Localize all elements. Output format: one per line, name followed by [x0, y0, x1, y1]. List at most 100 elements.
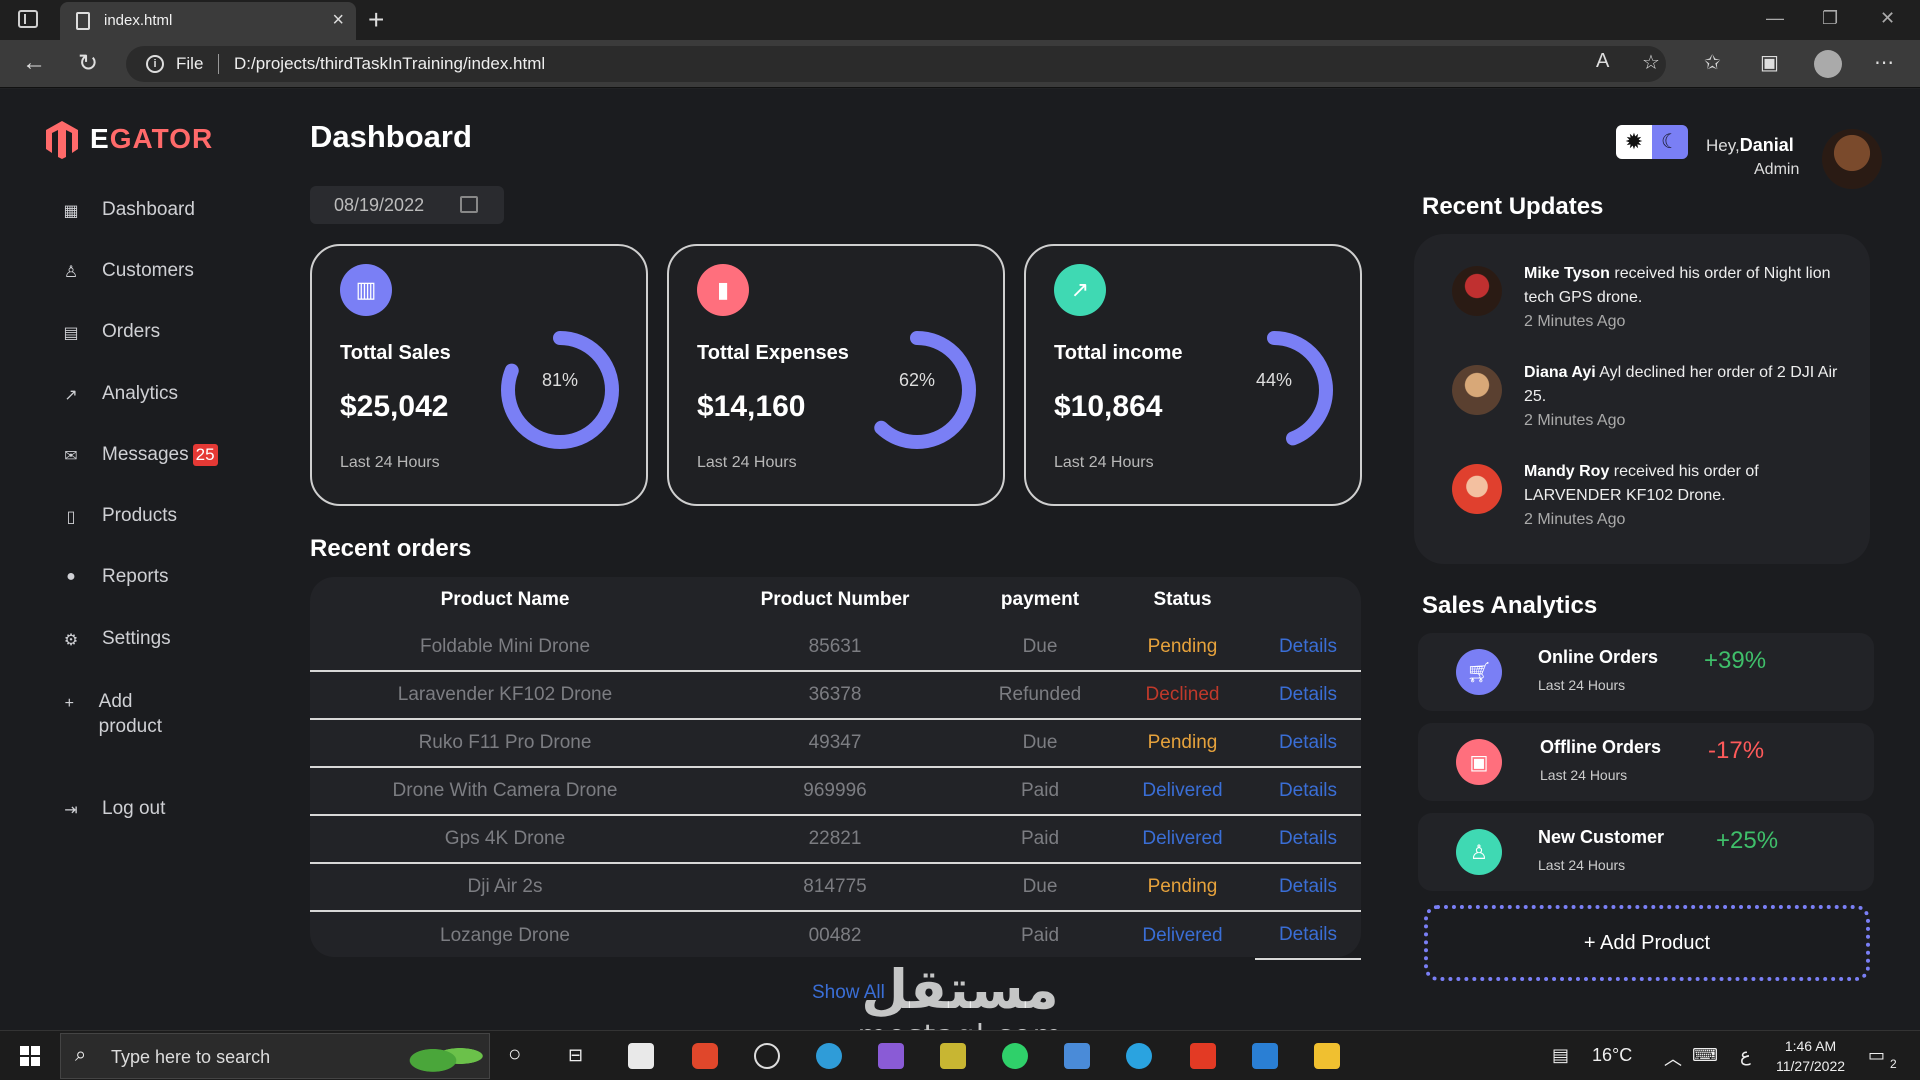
sidebar-item-add-product[interactable]: + Add product — [62, 689, 182, 739]
progress-ring — [1215, 331, 1333, 449]
sa-percent: +25% — [1716, 827, 1779, 854]
weather-temp[interactable]: 16°C — [1592, 1045, 1633, 1065]
card-title: Tottal Expenses — [697, 342, 849, 364]
sidebar-item-logout[interactable]: ⇥ Log out — [62, 798, 262, 820]
refresh-icon[interactable]: ↻ — [78, 50, 99, 77]
dell-icon[interactable] — [754, 1043, 780, 1069]
chevron-up-icon[interactable]: ︿ — [1664, 1049, 1682, 1069]
add-product-button[interactable]: + Add Product — [1424, 905, 1870, 981]
keyboard-icon[interactable]: ⌨ — [1692, 1045, 1718, 1065]
column-header: Product Name — [440, 589, 570, 610]
details-link[interactable]: Details — [1255, 911, 1361, 960]
card-value: $14,160 — [697, 390, 806, 423]
restore-icon[interactable]: ❐ — [1822, 8, 1839, 28]
weather-icon[interactable]: ▤ — [1552, 1045, 1570, 1065]
tab-close-icon[interactable]: × — [332, 9, 344, 31]
update-text: Mike Tyson received his order of Night l… — [1524, 262, 1844, 334]
gear-icon: ⚙ — [63, 632, 79, 649]
logo[interactable]: EGATOR — [44, 119, 213, 159]
brave-icon[interactable] — [692, 1043, 718, 1069]
offline-orders-card: ▣ Offline Orders Last 24 Hours -17% — [1418, 723, 1874, 801]
details-link[interactable]: Details — [1255, 623, 1361, 672]
theme-toggle[interactable]: ✹ ☾ — [1616, 125, 1688, 159]
taskbar-search-input[interactable]: ⌕ Type here to search — [60, 1033, 490, 1079]
sidebar-item-customers[interactable]: ♙ Customers — [62, 260, 262, 282]
product-name: Gps 4K Drone — [310, 815, 700, 864]
new-tab-button[interactable]: + — [368, 4, 385, 35]
favorites-list-icon[interactable]: ✩ — [1704, 52, 1721, 74]
more-icon[interactable]: ⋯ — [1874, 52, 1894, 74]
edge-icon[interactable] — [816, 1043, 842, 1069]
details-link[interactable]: Details — [1255, 767, 1361, 816]
sidebar-item-label: Messages 25 — [102, 444, 218, 466]
info-icon[interactable]: i — [146, 55, 164, 73]
user-name: Danial — [1739, 135, 1794, 155]
avatar[interactable] — [1822, 129, 1882, 189]
moon-icon[interactable]: ☾ — [1652, 125, 1688, 159]
browser-tab[interactable]: index.html × — [60, 2, 356, 40]
product-name: Drone With Camera Drone — [310, 767, 700, 816]
sidebar-item-label: Settings — [102, 628, 171, 649]
update-name: Diana Ayi — [1524, 364, 1596, 381]
clock-date: 11/27/2022 — [1776, 1058, 1846, 1074]
tab-actions-icon[interactable] — [18, 10, 38, 28]
visual-studio-icon[interactable] — [878, 1043, 904, 1069]
show-all-link[interactable]: Show All — [812, 982, 885, 1003]
whatsapp-icon[interactable] — [1002, 1043, 1028, 1069]
card-value: $25,042 — [340, 390, 449, 423]
cortana-icon[interactable]: ○ — [508, 1041, 522, 1066]
telegram-icon[interactable] — [1126, 1043, 1152, 1069]
payment-value: Due — [970, 719, 1110, 768]
card-percent: 81% — [541, 370, 579, 390]
file-explorer-icon[interactable] — [1314, 1043, 1340, 1069]
taskbar-clock[interactable]: 1:46 AM 11/27/2022 — [1776, 1036, 1845, 1076]
table-row: Foldable Mini Drone 85631 Due Pending De… — [310, 623, 1361, 672]
sidebar-item-messages[interactable]: ✉ Messages 25 — [62, 444, 262, 466]
sidebar-item-label: Dashboard — [102, 199, 195, 220]
sidebar-item-settings[interactable]: ⚙ Settings — [62, 628, 262, 650]
close-window-icon[interactable]: ✕ — [1880, 8, 1896, 28]
task-view-icon[interactable]: ⊟ — [568, 1045, 584, 1065]
table-row: Drone With Camera Drone 969996 Paid Deli… — [310, 767, 1361, 816]
windows-start-icon[interactable] — [20, 1046, 40, 1066]
notifications-count: 2 — [1890, 1057, 1897, 1071]
card-total-expenses: ▮ Tottal Expenses $14,160 Last 24 Hours … — [667, 244, 1005, 506]
app-icon[interactable] — [940, 1043, 966, 1069]
read-aloud-icon[interactable]: A — [1596, 50, 1610, 72]
details-link[interactable]: Details — [1255, 863, 1361, 912]
calendar-icon[interactable] — [460, 196, 478, 213]
sidebar-item-orders[interactable]: ▤ Orders — [62, 321, 262, 343]
details-link[interactable]: Details — [1255, 719, 1361, 768]
sa-period: Last 24 Hours — [1538, 857, 1626, 873]
payment-value: Refunded — [970, 671, 1110, 720]
back-icon[interactable]: ← — [22, 49, 46, 76]
product-name: Dji Air 2s — [310, 863, 700, 912]
language-icon[interactable]: ع — [1740, 1045, 1751, 1065]
app-icon[interactable] — [1064, 1043, 1090, 1069]
progress-ring — [858, 331, 976, 449]
details-link[interactable]: Details — [1255, 815, 1361, 864]
vscode-icon[interactable] — [1252, 1043, 1278, 1069]
address-input[interactable]: i File D:/projects/thirdTaskInTraining/i… — [126, 46, 1666, 82]
date-input[interactable]: 08/19/2022 — [310, 186, 504, 224]
profile-icon[interactable] — [1814, 50, 1842, 78]
details-link[interactable]: Details — [1255, 671, 1361, 720]
collections-icon[interactable]: ▣ — [1760, 52, 1779, 74]
sidebar-item-dashboard[interactable]: ▦ Dashboard — [62, 199, 262, 221]
office-icon[interactable] — [1190, 1043, 1216, 1069]
update-time: 2 Minutes Ago — [1524, 313, 1626, 330]
sidebar-item-reports[interactable]: ● Reports — [62, 566, 262, 588]
address-url[interactable]: D:/projects/thirdTaskInTraining/index.ht… — [234, 54, 546, 73]
clipboard-icon: ▯ — [66, 509, 76, 526]
chart-icon: ↗ — [64, 387, 78, 404]
store-icon[interactable] — [628, 1043, 654, 1069]
favorite-icon[interactable]: ☆ — [1642, 52, 1660, 74]
sidebar-item-products[interactable]: ▯ Products — [62, 505, 262, 527]
notifications-icon[interactable]: ▭ — [1868, 1045, 1886, 1065]
sun-icon[interactable]: ✹ — [1616, 125, 1652, 159]
minimize-icon[interactable]: — — [1766, 8, 1784, 28]
new-customer-card: ♙ New Customer Last 24 Hours +25% — [1418, 813, 1874, 891]
avatar — [1452, 266, 1502, 316]
sidebar-item-analytics[interactable]: ↗ Analytics — [62, 383, 262, 405]
recent-orders-title: Recent orders — [310, 535, 472, 562]
